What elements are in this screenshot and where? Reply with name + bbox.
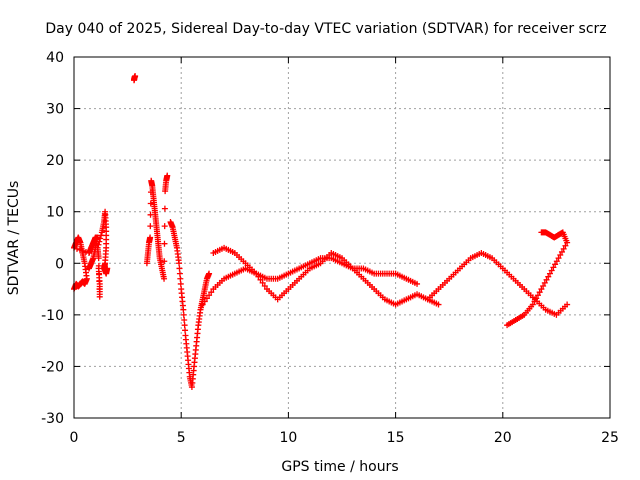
data-point-early-cluster xyxy=(77,246,84,253)
data-marks xyxy=(71,73,571,391)
data-point-early-cluster xyxy=(86,265,93,272)
data-point-early-stray xyxy=(94,244,101,251)
data-point-late-tail xyxy=(553,258,560,265)
data-point-mid-early xyxy=(161,205,168,212)
data-point-late-tail xyxy=(562,242,569,249)
data-point-early-stray xyxy=(95,241,102,248)
data-point-early-cluster xyxy=(74,245,81,252)
y-tick-label: 30 xyxy=(46,102,64,118)
y-tick-label: 0 xyxy=(55,256,64,272)
data-point-dip xyxy=(182,327,189,334)
data-point-mid-early xyxy=(147,234,154,241)
data-point-late-tail xyxy=(560,245,567,252)
data-point-late-tail xyxy=(558,248,565,255)
data-point-late-tail xyxy=(540,282,547,289)
data-point-late-tail xyxy=(533,295,540,302)
data-point-late-tail xyxy=(531,298,538,305)
data-point-early-stray xyxy=(96,238,103,245)
data-point-track-a xyxy=(203,295,210,302)
data-point-track-a xyxy=(206,292,213,299)
data-point-late-tail xyxy=(545,273,552,280)
data-point-mid-early xyxy=(161,275,168,282)
data-point-dip xyxy=(181,322,188,329)
data-point-late-tail xyxy=(550,264,557,271)
data-point-track-c xyxy=(564,301,571,308)
data-point-dip xyxy=(176,260,183,267)
data-point-mid-early xyxy=(161,240,168,247)
data-point-late-tail xyxy=(543,276,550,283)
y-tick-label: -10 xyxy=(41,308,64,324)
data-point-dip xyxy=(177,275,184,282)
x-tick-label: 20 xyxy=(494,430,512,446)
data-point-track-a xyxy=(199,301,206,308)
axis-ticks: 0 5 10 15 20 25 -30 -20 -10 0 10 20 30 40 xyxy=(41,50,619,446)
y-tick-label: 40 xyxy=(46,50,64,66)
data-point-dip xyxy=(176,270,183,277)
data-point-early-stray xyxy=(96,286,103,293)
data-point-dip xyxy=(206,270,213,277)
data-point-late-tail xyxy=(564,239,571,246)
x-tick-label: 0 xyxy=(70,430,79,446)
data-point-dip xyxy=(176,265,183,272)
data-point-mid-early xyxy=(147,223,154,230)
x-tick-label: 5 xyxy=(177,430,186,446)
data-point-dip xyxy=(180,306,187,313)
data-point-track-a xyxy=(201,298,208,305)
y-tick-label: 20 xyxy=(46,153,64,169)
data-point-late-tail xyxy=(557,252,564,259)
data-point-late-tail xyxy=(546,270,553,277)
data-point-early-stray xyxy=(97,235,104,242)
data-point-mid-early xyxy=(164,172,171,179)
data-point-early-stray xyxy=(96,293,103,300)
data-point-track-a xyxy=(208,289,215,296)
data-point-late-tail xyxy=(534,292,541,299)
data-point-track-a xyxy=(435,301,442,308)
y-tick-label: -20 xyxy=(41,359,64,375)
data-point-late-tail xyxy=(536,289,543,296)
data-point-track-a xyxy=(259,279,266,286)
x-axis-label: GPS time / hours xyxy=(281,459,398,475)
data-point-early-stray xyxy=(96,270,103,277)
y-axis-label: SDTVAR / TECUs xyxy=(6,181,22,296)
data-point-early-stray xyxy=(104,265,111,272)
plot-frame xyxy=(73,56,611,419)
data-point-track-a xyxy=(261,282,268,289)
data-point-late-tail xyxy=(504,322,511,329)
x-tick-label: 15 xyxy=(387,430,405,446)
data-point-dip xyxy=(180,311,187,318)
data-point-late-tail xyxy=(541,279,548,286)
data-point-early-cluster xyxy=(80,247,87,254)
data-point-late-tail xyxy=(552,261,559,268)
data-point-dip xyxy=(181,317,188,324)
chart-title: Day 040 of 2025, Sidereal Day-to-day VTE… xyxy=(45,21,606,37)
data-point-late-tail xyxy=(555,255,562,262)
data-point-late-tail xyxy=(548,267,555,274)
data-point-mid-early xyxy=(161,258,168,265)
data-point-mid-early xyxy=(161,223,168,230)
data-point-early-stray xyxy=(95,262,102,269)
data-point-mid-early xyxy=(147,200,154,207)
data-point-dip xyxy=(177,280,184,287)
data-point-late-tail xyxy=(538,286,545,293)
y-tick-label: -30 xyxy=(41,411,64,427)
data-point-early-stray xyxy=(98,232,105,239)
y-tick-label: 10 xyxy=(46,205,64,221)
x-tick-label: 10 xyxy=(279,430,297,446)
data-point-early-stray xyxy=(96,278,103,285)
data-point-track-b xyxy=(414,280,421,287)
data-point-outlier xyxy=(132,73,139,80)
x-tick-label: 25 xyxy=(601,430,619,446)
grid-lines xyxy=(74,57,610,418)
